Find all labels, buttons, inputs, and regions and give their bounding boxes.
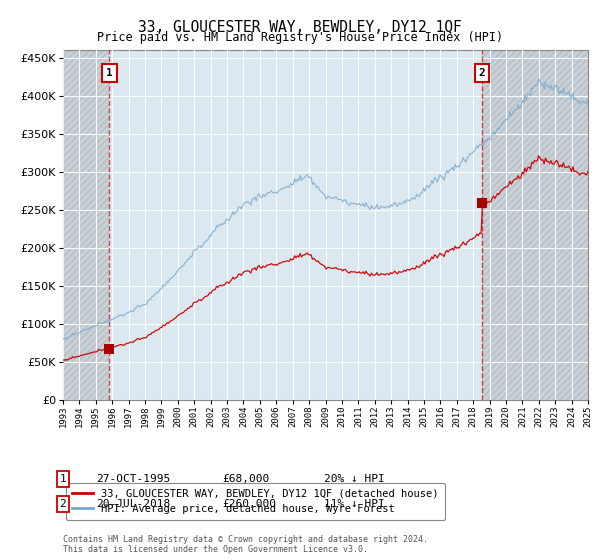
Bar <box>63 50 109 400</box>
Text: 11% ↓ HPI: 11% ↓ HPI <box>324 499 385 509</box>
Bar <box>482 50 588 400</box>
Bar <box>63 50 109 400</box>
Bar <box>482 50 588 400</box>
Text: 2: 2 <box>59 499 67 509</box>
Text: £260,000: £260,000 <box>222 499 276 509</box>
Text: 20-JUL-2018: 20-JUL-2018 <box>96 499 170 509</box>
Legend: 33, GLOUCESTER WAY, BEWDLEY, DY12 1QF (detached house), HPI: Average price, deta: 33, GLOUCESTER WAY, BEWDLEY, DY12 1QF (d… <box>65 483 445 520</box>
Text: Contains HM Land Registry data © Crown copyright and database right 2024.
This d: Contains HM Land Registry data © Crown c… <box>63 535 428 554</box>
Text: Price paid vs. HM Land Registry's House Price Index (HPI): Price paid vs. HM Land Registry's House … <box>97 31 503 44</box>
Text: 1: 1 <box>106 68 113 78</box>
Text: 2: 2 <box>479 68 485 78</box>
Text: £68,000: £68,000 <box>222 474 269 484</box>
Text: 27-OCT-1995: 27-OCT-1995 <box>96 474 170 484</box>
Text: 1: 1 <box>59 474 67 484</box>
Text: 33, GLOUCESTER WAY, BEWDLEY, DY12 1QF: 33, GLOUCESTER WAY, BEWDLEY, DY12 1QF <box>138 20 462 35</box>
Text: 20% ↓ HPI: 20% ↓ HPI <box>324 474 385 484</box>
